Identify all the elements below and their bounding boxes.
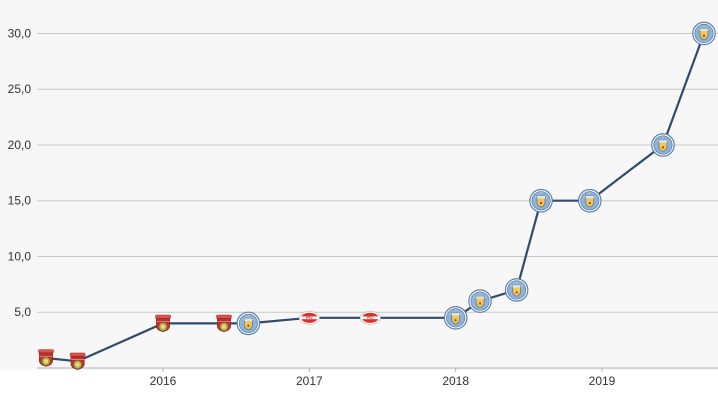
y-tick-label: 5,0 <box>14 305 31 319</box>
manchester-city-crest-icon[interactable] <box>468 289 492 313</box>
y-tick-label: 25,0 <box>8 82 32 96</box>
manchester-city-crest-icon[interactable] <box>443 306 468 330</box>
x-tick-label: 2017 <box>296 374 323 388</box>
psv-crest-icon[interactable] <box>359 310 381 325</box>
x-tick-label: 2016 <box>150 374 177 388</box>
club-a-crest-icon[interactable] <box>38 349 54 367</box>
plot-background <box>0 0 718 370</box>
club-a-crest-icon[interactable] <box>69 352 86 371</box>
x-tick-label: 2018 <box>442 374 469 388</box>
manchester-city-crest-icon[interactable] <box>692 21 716 46</box>
axis-lines <box>37 367 718 372</box>
y-tick-label: 15,0 <box>8 194 32 208</box>
psv-crest-icon[interactable] <box>298 310 320 325</box>
manchester-city-crest-icon[interactable] <box>578 188 602 213</box>
grid-lines <box>37 32 718 313</box>
club-a-crest-icon[interactable] <box>155 314 171 333</box>
y-tick-label: 10,0 <box>8 249 32 263</box>
y-tick-label: 20,0 <box>8 138 32 152</box>
manchester-city-crest-icon[interactable] <box>529 188 553 213</box>
manchester-city-crest-icon[interactable] <box>504 278 529 302</box>
x-tick-label: 2019 <box>589 374 616 388</box>
manchester-city-crest-icon[interactable] <box>236 311 261 336</box>
manchester-city-crest-icon[interactable] <box>651 133 675 157</box>
y-axis-tick-labels: 5,0 10,0 15,0 20,0 25,0 30,0 <box>8 26 32 319</box>
x-axis-tick-labels: 2016 2017 2018 2019 <box>150 374 616 388</box>
y-tick-label: 30,0 <box>8 26 32 40</box>
club-a-crest-icon[interactable] <box>216 314 232 333</box>
